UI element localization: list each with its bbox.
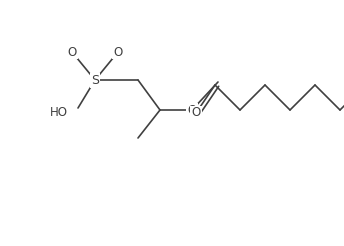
Text: O: O [187, 104, 197, 117]
Text: O: O [114, 46, 122, 59]
Text: O: O [191, 107, 201, 120]
Text: HO: HO [50, 106, 68, 119]
Text: O: O [67, 46, 77, 59]
Text: S: S [91, 74, 99, 87]
